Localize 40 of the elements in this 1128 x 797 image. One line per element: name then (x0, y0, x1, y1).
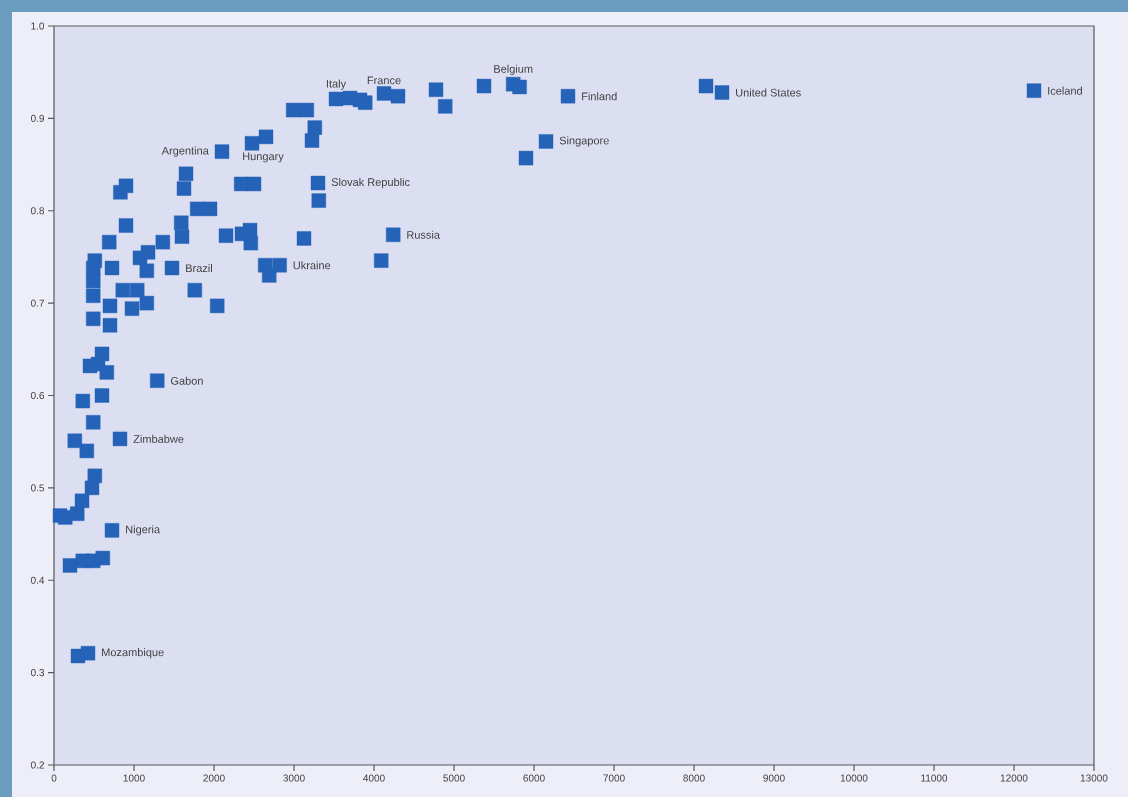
annotation: Finland (582, 92, 617, 101)
x-tick-label: 8000 (683, 774, 705, 782)
x-tick-label: 7000 (603, 774, 625, 782)
y-tick-label: 0.9 (30, 114, 45, 122)
annotation: Iceland (1048, 86, 1082, 95)
x-tick-label: 13000 (1080, 774, 1108, 782)
y-tick-label: 0.7 (30, 299, 44, 307)
annotation: Belgium (494, 64, 533, 75)
annotation: Zimbabwe (133, 434, 184, 443)
annotation: Brazil (186, 263, 212, 273)
x-tick-label: 2000 (203, 774, 225, 782)
annotation: Gabon (170, 376, 203, 385)
annotation: France (367, 76, 401, 85)
annotation: United States (736, 88, 801, 97)
y-tick-label: 0.4 (30, 576, 45, 584)
annotation: Argentina (161, 146, 209, 157)
y-tick-label: 0.8 (30, 207, 45, 215)
y-tick-label: 1.0 (31, 22, 45, 30)
x-tick-label: 0 (51, 774, 57, 782)
x-tick-label: 11000 (921, 774, 948, 782)
annotation: Singapore (559, 136, 609, 147)
y-tick-label: 0.2 (30, 761, 44, 769)
y-tick-label: 0.5 (30, 484, 45, 492)
annotation: Hungary (243, 152, 284, 163)
y-tick-label: 0.3 (30, 669, 45, 677)
annotation: Russia (407, 230, 441, 239)
y-tick-label: 0.6 (30, 391, 45, 400)
x-tick-label: 10000 (840, 774, 868, 782)
annotation: Mozambique (102, 648, 164, 659)
x-tick-label: 5000 (443, 774, 465, 782)
annotation: Nigeria (126, 525, 161, 536)
x-tick-label: 4000 (363, 774, 385, 782)
annotation: Ukraine (293, 261, 331, 270)
x-tick-label: 9000 (763, 774, 785, 782)
annotation: Italy (326, 79, 347, 90)
x-tick-label: 6000 (523, 774, 545, 782)
x-tick-label: 3000 (283, 774, 305, 782)
x-tick-label: 1000 (123, 774, 145, 782)
annotation: Slovak Republic (331, 177, 410, 189)
x-tick-label: 12000 (1000, 774, 1028, 782)
